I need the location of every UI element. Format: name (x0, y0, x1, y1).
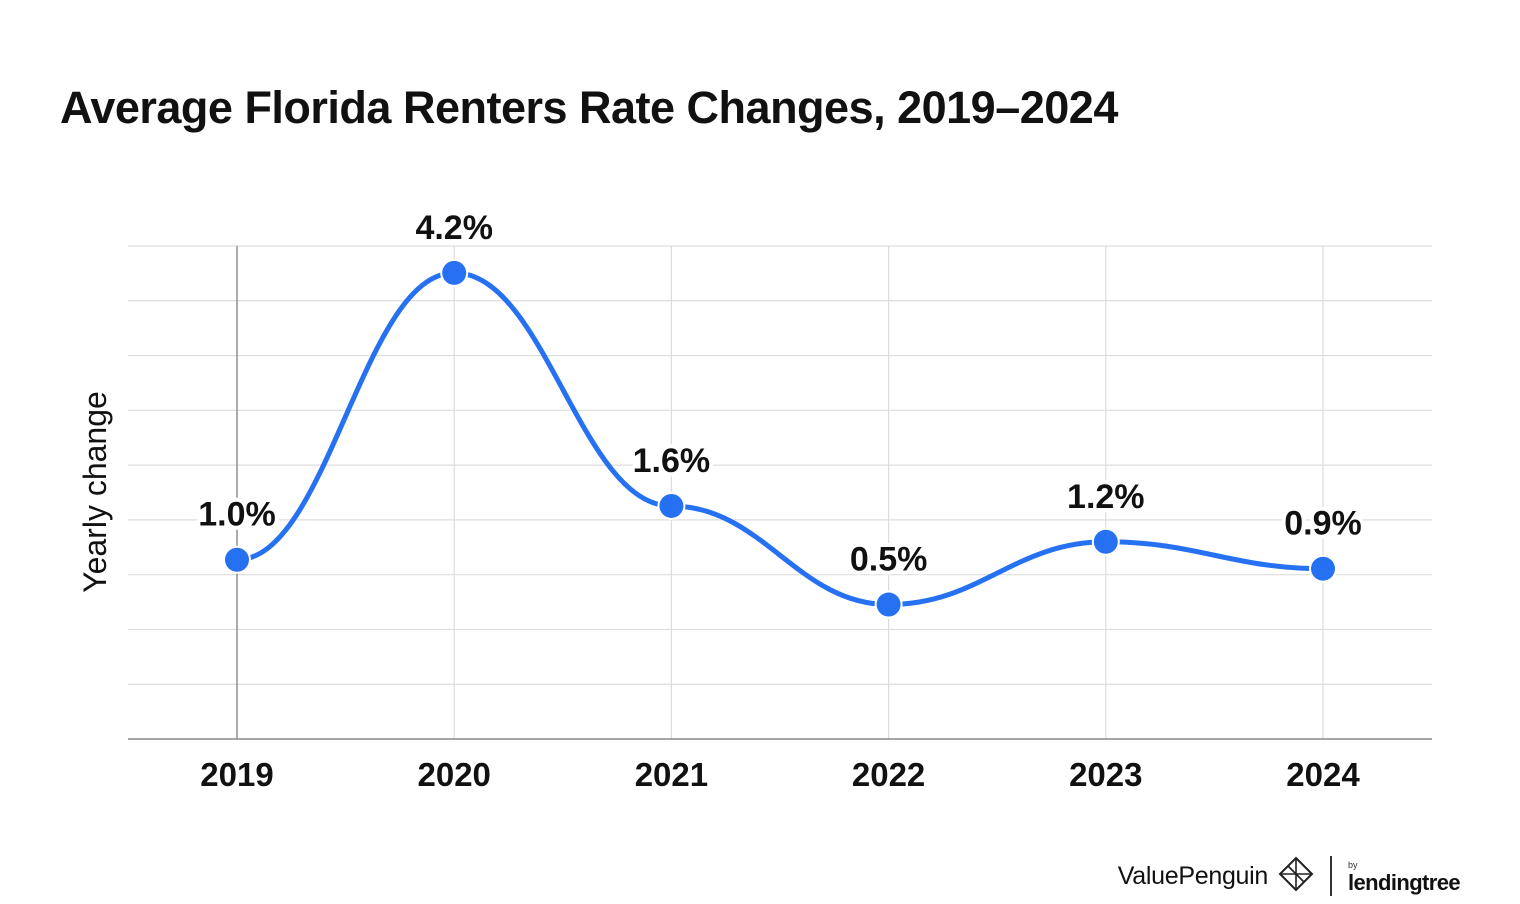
data-label: 0.5% (850, 541, 928, 579)
y-axis-label: Yearly change (77, 391, 113, 593)
data-point (876, 592, 901, 617)
x-tick-label: 2024 (1286, 756, 1360, 793)
brand-divider (1330, 856, 1333, 896)
data-point (1311, 556, 1335, 581)
x-tick-label: 2023 (1069, 756, 1142, 793)
brand-by: by (1348, 860, 1358, 870)
data-point (1093, 529, 1118, 554)
data-points (223, 258, 1337, 619)
x-tick-label: 2019 (200, 756, 273, 793)
x-tick-labels: 2019 2020 2021 2022 2023 2024 (200, 756, 1360, 793)
data-label: 1.2% (1067, 478, 1145, 516)
brand-partner: lendingtree (1348, 870, 1461, 895)
data-label: 4.2% (415, 209, 493, 247)
footer-brand: ValuePenguin by lendingtree (1117, 852, 1461, 900)
data-label: 1.6% (633, 442, 711, 480)
chart-title: Average Florida Renters Rate Changes, 20… (60, 82, 1118, 133)
data-label: 1.0% (198, 496, 276, 534)
data-label: 0.9% (1284, 505, 1362, 543)
data-point (659, 493, 684, 518)
data-point (225, 547, 249, 572)
series-line (234, 270, 1326, 608)
x-tick-label: 2021 (635, 756, 708, 793)
lendingtree-logo: by lendingtree (1348, 856, 1461, 896)
x-tick-label: 2020 (417, 756, 490, 793)
data-point (442, 260, 467, 285)
x-tick-label: 2022 (852, 756, 925, 793)
valuepenguin-logo-icon (1278, 856, 1314, 897)
data-labels: 1.0% 4.2% 1.6% 0.5% 1.2% 0.9% (194, 205, 1366, 583)
brand-name: ValuePenguin (1117, 861, 1269, 890)
gridlines (128, 245, 1432, 739)
